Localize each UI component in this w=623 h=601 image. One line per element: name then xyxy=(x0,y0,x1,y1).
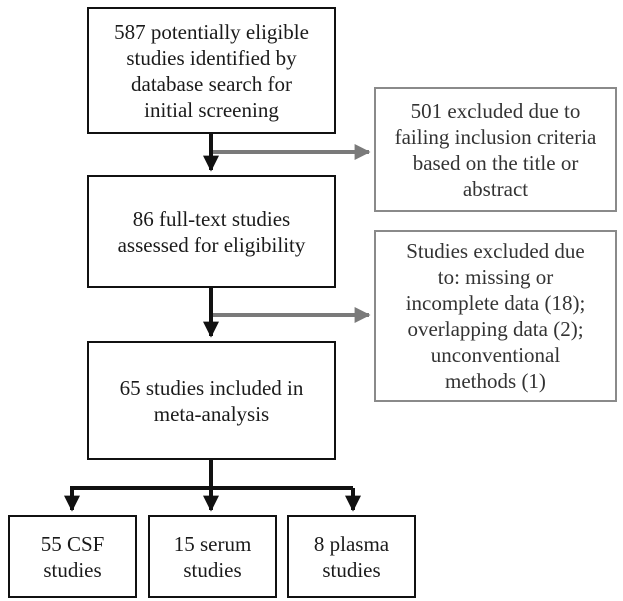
excluded-full-text-box: Studies excluded due to: missing or inco… xyxy=(374,230,617,402)
identified-box: 587 potentially eligible studies identif… xyxy=(87,7,336,134)
plasma-studies-box: 8 plasma studies xyxy=(287,515,416,598)
full-text-box: 86 full-text studies assessed for eligib… xyxy=(87,175,336,288)
csf-studies-box: 55 CSF studies xyxy=(8,515,137,598)
excluded-screening-box: 501 excluded due to failing inclusion cr… xyxy=(374,87,617,212)
serum-studies-box: 15 serum studies xyxy=(148,515,277,598)
included-box: 65 studies included in meta-analysis xyxy=(87,341,336,460)
